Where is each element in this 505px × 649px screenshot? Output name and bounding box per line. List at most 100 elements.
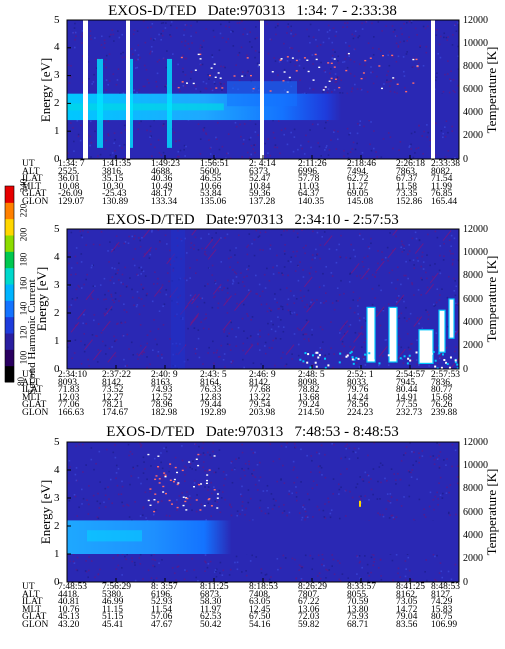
noise-speck — [358, 555, 361, 557]
noise-speck — [121, 56, 124, 59]
noise-speck — [321, 474, 323, 476]
noise-speck — [219, 32, 222, 35]
noise-speck — [175, 501, 178, 503]
temperature-point — [186, 497, 189, 500]
noise-speck — [104, 293, 106, 296]
colorbar-swatch — [5, 333, 14, 350]
noise-speck — [256, 293, 259, 295]
noise-speck — [453, 237, 456, 240]
noise-speck — [100, 331, 103, 334]
noise-speck — [299, 79, 302, 81]
noise-speck — [398, 317, 401, 320]
noise-speck — [257, 236, 260, 238]
noise-speck — [206, 451, 209, 454]
noise-speck — [410, 343, 412, 345]
noise-speck — [404, 452, 407, 454]
noise-speck — [256, 463, 259, 466]
temperature-point — [288, 76, 291, 79]
noise-speck — [242, 358, 244, 361]
ephemeris-value: 11.58 — [396, 181, 418, 192]
ephemeris-value: 165.44 — [431, 197, 458, 207]
noise-speck — [414, 152, 416, 154]
noise-speck — [150, 554, 153, 557]
noise-speck — [389, 232, 391, 234]
noise-speck — [139, 239, 141, 242]
noise-speck — [397, 55, 400, 58]
noise-speck — [422, 261, 425, 263]
noise-speck — [405, 306, 407, 309]
noise-speck — [304, 554, 307, 557]
noise-speck — [364, 495, 366, 497]
temperature-point — [162, 491, 165, 493]
noise-speck — [220, 237, 222, 239]
noise-speck — [230, 514, 233, 517]
noise-speck — [139, 345, 142, 347]
noise-speck — [304, 306, 306, 308]
noise-speck — [232, 269, 234, 271]
noise-speck — [77, 135, 80, 138]
noise-speck — [109, 33, 112, 36]
noise-speck — [289, 313, 292, 315]
noise-hatch — [323, 235, 333, 246]
temperature-point — [198, 483, 201, 486]
noise-speck — [303, 508, 306, 510]
noise-speck — [417, 260, 419, 262]
noise-speck — [228, 257, 230, 260]
noise-speck — [344, 445, 347, 447]
noise-speck — [297, 50, 300, 52]
noise-speck — [433, 463, 436, 466]
noise-speck — [270, 38, 273, 41]
ephemeris-value: 71.54 — [431, 174, 453, 185]
noise-speck — [406, 332, 409, 335]
noise-speck — [251, 554, 254, 557]
noise-speck — [111, 502, 113, 505]
noise-speck — [182, 67, 184, 70]
noise-speck — [226, 343, 229, 345]
noise-speck — [92, 285, 95, 288]
data-gap — [260, 20, 264, 159]
noise-speck — [195, 31, 197, 34]
noise-speck — [277, 568, 279, 571]
noise-speck — [246, 246, 248, 248]
temperature-point — [416, 65, 419, 68]
temperature-point — [199, 58, 202, 60]
noise-speck — [128, 235, 130, 238]
y-right-axis-label: Temperature [K] — [484, 255, 499, 343]
noise-speck — [332, 558, 335, 561]
noise-speck — [118, 245, 120, 247]
temperature-point — [217, 72, 220, 74]
noise-speck — [426, 254, 428, 256]
noise-speck — [139, 442, 141, 445]
noise-speck — [372, 493, 374, 496]
ephemeris-value: 46.99 — [102, 597, 124, 608]
noise-speck — [235, 64, 237, 66]
noise-speck — [104, 506, 107, 508]
y-right-axis-label: Temperature [K] — [484, 468, 499, 556]
noise-speck — [151, 230, 153, 233]
ephemeris-value: 13.22 — [249, 392, 271, 403]
noise-speck — [90, 560, 93, 562]
noise-speck — [254, 483, 257, 486]
temperature-point — [163, 472, 166, 474]
noise-speck — [340, 457, 342, 460]
noise-hatch — [300, 320, 310, 331]
noise-speck — [323, 564, 325, 567]
noise-speck — [70, 76, 72, 78]
noise-speck — [434, 555, 436, 558]
noise-speck — [393, 518, 395, 521]
noise-speck — [316, 253, 319, 255]
noise-speck — [189, 277, 191, 279]
noise-speck — [197, 483, 199, 485]
low-energy-speck — [307, 353, 310, 356]
temperature-point — [197, 53, 200, 56]
noise-speck — [202, 327, 205, 330]
noise-speck — [337, 62, 340, 64]
ephemeris-value: 8:48:53 — [431, 582, 461, 592]
noise-speck — [241, 501, 244, 503]
noise-speck — [441, 357, 443, 359]
ephemeris-value: 67.50 — [249, 612, 271, 623]
noise-speck — [271, 79, 273, 82]
noise-speck — [74, 495, 77, 498]
noise-speck — [139, 515, 142, 517]
noise-speck — [334, 73, 337, 75]
